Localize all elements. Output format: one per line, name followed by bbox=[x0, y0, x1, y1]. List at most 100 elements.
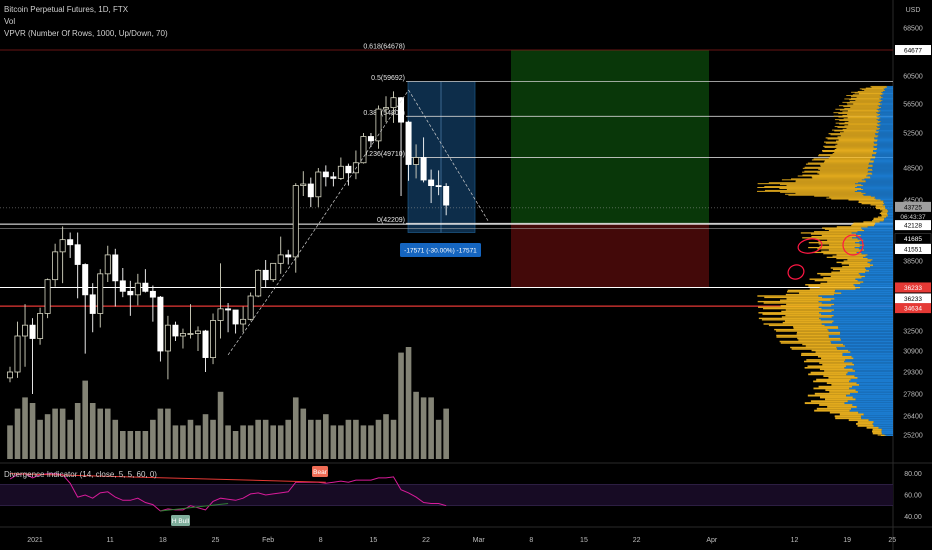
x-tick-label: 18 bbox=[159, 537, 167, 544]
vpvr-bar-up bbox=[856, 96, 883, 98]
vpvr-bar-up bbox=[834, 126, 877, 128]
vpvr-bar-up bbox=[882, 210, 889, 212]
vpvr-bar-down bbox=[830, 340, 893, 343]
vpvr-bar-down bbox=[866, 175, 893, 177]
vpvr-bar-down bbox=[872, 165, 893, 167]
vpvr-bar-up bbox=[824, 160, 874, 162]
vpvr-bar-down bbox=[861, 227, 893, 229]
volume-bar bbox=[345, 419, 352, 459]
vpvr-bar-down bbox=[878, 101, 893, 103]
vpvr-bar-down bbox=[877, 113, 893, 115]
vpvr-bar-up bbox=[836, 226, 868, 228]
vpvr-bar-down bbox=[846, 394, 893, 397]
vpvr-bar-down bbox=[856, 382, 893, 385]
vpvr-bar-up bbox=[814, 392, 850, 395]
volume-bar bbox=[443, 408, 449, 459]
annotation-circle bbox=[842, 234, 864, 256]
candle-bear bbox=[157, 296, 164, 352]
vpvr-bar-up bbox=[837, 127, 878, 128]
candle-bull bbox=[164, 324, 171, 352]
vpvr-bar-down bbox=[857, 376, 893, 379]
vpvr-bar-up bbox=[847, 104, 881, 106]
vpvr-bar-up bbox=[842, 114, 879, 116]
vpvr-bar-down bbox=[818, 312, 893, 314]
vpvr-bar-up bbox=[847, 110, 881, 112]
vpvr-bar-up bbox=[838, 105, 878, 107]
vpvr-bar-down bbox=[836, 346, 893, 349]
vpvr-bar-down bbox=[855, 389, 893, 392]
volume-bar bbox=[210, 419, 216, 459]
vpvr-bar-up bbox=[793, 327, 839, 329]
candle-bear bbox=[307, 183, 314, 198]
vpvr-bar-up bbox=[838, 116, 878, 118]
vpvr-bar-down bbox=[887, 211, 893, 213]
vpvr-bar-up bbox=[831, 384, 860, 386]
volume-bar bbox=[37, 419, 43, 459]
candle-bear bbox=[225, 308, 232, 311]
vpvr-bar-down bbox=[847, 371, 893, 374]
vpvr-bar-down bbox=[833, 320, 893, 322]
candle-bull bbox=[7, 371, 13, 379]
volume-bar bbox=[420, 397, 427, 459]
vpvr-bar-down bbox=[874, 142, 893, 144]
vpvr-bar-up bbox=[758, 306, 819, 308]
vpvr-bar-down bbox=[860, 282, 893, 285]
vpvr-bar-up bbox=[757, 187, 856, 188]
vpvr-bar-up bbox=[818, 155, 873, 157]
volume-bar bbox=[353, 419, 359, 459]
vpvr-bar-down bbox=[870, 265, 893, 268]
vpvr-bar-down bbox=[872, 168, 893, 170]
vpvr-bar-up bbox=[818, 168, 873, 170]
vpvr-bar-down bbox=[867, 226, 893, 228]
vpvr-bar-down bbox=[863, 413, 893, 416]
vpvr-bar-up bbox=[781, 310, 832, 313]
vpvr-bar-up bbox=[785, 314, 834, 317]
vpvr-bar-down bbox=[881, 91, 893, 93]
vpvr-bar-down bbox=[880, 102, 893, 104]
vpvr-bar-down bbox=[858, 248, 893, 250]
vpvr-bar-down bbox=[854, 190, 893, 192]
vpvr-bar-down bbox=[861, 179, 893, 181]
candle-bear bbox=[67, 239, 74, 246]
candle-bear bbox=[74, 244, 81, 265]
vpvr-bar-up bbox=[818, 243, 860, 245]
vpvr-bar-down bbox=[864, 178, 893, 180]
y-tick-label: 25200 bbox=[903, 433, 923, 440]
vpvr-bar-down bbox=[873, 264, 893, 266]
vpvr-bar-up bbox=[819, 362, 853, 364]
vpvr-bar-up bbox=[872, 428, 882, 431]
vpvr-bar-up bbox=[836, 147, 878, 149]
candle-bear bbox=[112, 254, 119, 282]
vpvr-bar-down bbox=[834, 293, 893, 296]
vpvr-bar-up bbox=[793, 326, 839, 328]
vpvr-bar-down bbox=[870, 260, 893, 262]
vpvr-bar-up bbox=[846, 102, 881, 104]
vpvr-bar-up bbox=[847, 114, 881, 115]
vpvr-bar-up bbox=[829, 411, 859, 414]
volume-bar bbox=[435, 419, 442, 459]
vpvr-bar-down bbox=[873, 149, 893, 152]
vpvr-bar-down bbox=[873, 424, 893, 427]
y-tick-label: 60500 bbox=[903, 74, 923, 81]
volume-bar bbox=[172, 425, 179, 459]
x-tick-label: 11 bbox=[107, 537, 114, 544]
vpvr-bar-up bbox=[802, 174, 868, 176]
vpvr-bar-down bbox=[860, 234, 893, 236]
vpvr-bar-down bbox=[844, 367, 893, 369]
vpvr-bar-down bbox=[835, 289, 893, 292]
vpvr-bar-down bbox=[863, 256, 893, 258]
vpvr-bar-up bbox=[814, 195, 871, 197]
volume-bar bbox=[217, 391, 224, 459]
candle-bear bbox=[428, 179, 435, 186]
vpvr-bar-down bbox=[884, 434, 893, 436]
vpvr-bar-up bbox=[848, 120, 881, 122]
candle-bear bbox=[142, 282, 149, 292]
vpvr-bar-up bbox=[786, 188, 864, 190]
volume-bar bbox=[7, 425, 13, 459]
vpvr-bar-down bbox=[883, 200, 893, 202]
vpvr-bar-down bbox=[867, 254, 893, 256]
vpvr-bar-down bbox=[874, 223, 893, 226]
vpvr-bar-down bbox=[868, 419, 893, 422]
vpvr-bar-down bbox=[865, 192, 893, 194]
vpvr-bar-down bbox=[843, 343, 893, 346]
